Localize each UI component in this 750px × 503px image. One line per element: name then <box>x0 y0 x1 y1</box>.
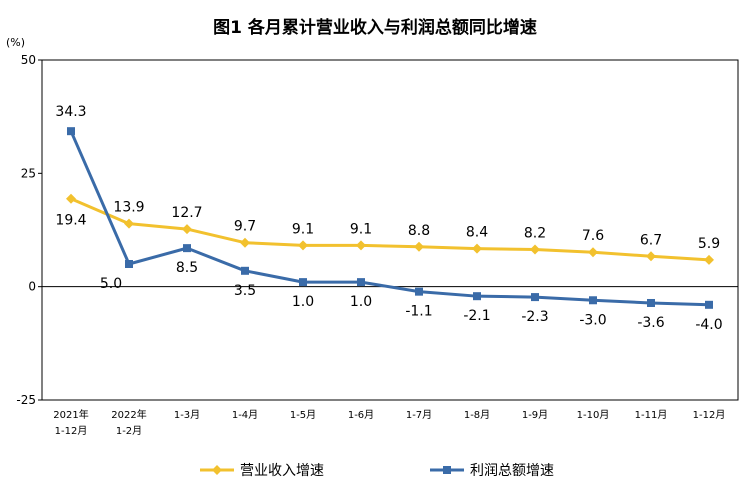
data-label: 8.4 <box>466 225 488 241</box>
data-point <box>414 241 424 252</box>
data-label: 1.0 <box>292 294 314 310</box>
data-point <box>357 278 365 287</box>
data-label: 9.1 <box>350 221 372 237</box>
data-point <box>298 240 308 251</box>
x-tick-label: 2021年 <box>53 408 88 421</box>
data-label: 19.4 <box>55 213 86 229</box>
x-tick-label: 1-5月 <box>290 409 316 421</box>
x-tick-label: 1-6月 <box>348 409 374 421</box>
y-tick-label: -25 <box>16 393 36 407</box>
data-point <box>704 254 714 265</box>
y-tick-label: 50 <box>21 53 36 67</box>
y-unit-label: (%) <box>6 36 25 49</box>
data-point <box>415 287 423 296</box>
data-point <box>473 292 481 301</box>
legend-label: 营业收入增速 <box>240 463 324 479</box>
y-tick-label: 0 <box>28 280 36 294</box>
x-tick-label: 1-3月 <box>174 409 200 421</box>
data-point <box>241 266 249 275</box>
data-point <box>240 237 250 248</box>
data-point <box>182 224 192 235</box>
data-label: 12.7 <box>171 205 202 221</box>
data-point <box>589 296 597 305</box>
data-point <box>530 244 540 255</box>
legend-marker <box>212 465 222 475</box>
x-tick-label: 1-7月 <box>406 409 432 421</box>
data-label: 3.5 <box>234 283 256 299</box>
data-label: 5.9 <box>698 236 720 252</box>
series-line-1 <box>70 197 710 262</box>
data-label: 8.5 <box>176 260 198 276</box>
x-tick-label: 1-9月 <box>522 409 548 421</box>
chart-title: 图1 各月累计营业收入与利润总额同比增速 <box>213 17 537 38</box>
data-label: 7.6 <box>582 228 604 244</box>
data-label: -3.6 <box>637 315 664 331</box>
x-tick-label: 1-8月 <box>464 409 490 421</box>
data-label: 1.0 <box>350 294 372 310</box>
y-tick-label: 25 <box>21 166 36 180</box>
data-label: 8.2 <box>524 225 546 241</box>
data-label: 9.1 <box>292 221 314 237</box>
data-point <box>646 251 656 262</box>
data-point <box>67 127 75 136</box>
legend-label: 利润总额增速 <box>470 463 554 479</box>
data-label: 5.0 <box>100 276 122 292</box>
data-label: 6.7 <box>640 232 662 248</box>
data-label: 9.7 <box>234 219 256 235</box>
data-point <box>588 247 598 258</box>
data-label: -4.0 <box>695 317 722 333</box>
x-tick-label: 1-10月 <box>577 409 610 421</box>
data-label: 13.9 <box>113 200 144 216</box>
data-label: -2.3 <box>521 309 548 325</box>
data-point <box>66 193 76 204</box>
x-tick-label: 1-11月 <box>635 409 668 421</box>
data-point <box>705 300 713 309</box>
data-label: -2.1 <box>463 308 490 324</box>
data-point <box>647 298 655 307</box>
x-tick-label: 2022年 <box>111 408 146 421</box>
data-label: -3.0 <box>579 312 606 328</box>
data-point <box>124 218 134 229</box>
x-tick-label: 1-4月 <box>232 409 258 421</box>
x-tick-label: 1-2月 <box>116 425 142 437</box>
data-label: 34.3 <box>55 104 86 120</box>
data-point <box>125 260 133 268</box>
x-tick-label: 1-12月 <box>55 425 88 437</box>
x-tick-label: 1-12月 <box>693 409 726 421</box>
data-point <box>531 293 539 302</box>
legend-marker <box>443 466 451 474</box>
plot-frame <box>41 59 739 401</box>
data-label: 8.8 <box>408 223 430 239</box>
data-point <box>183 244 191 253</box>
data-point <box>472 243 482 254</box>
data-point <box>299 278 307 287</box>
series-line-2 <box>69 130 710 307</box>
data-point <box>356 240 366 251</box>
data-label: -1.1 <box>405 304 432 320</box>
